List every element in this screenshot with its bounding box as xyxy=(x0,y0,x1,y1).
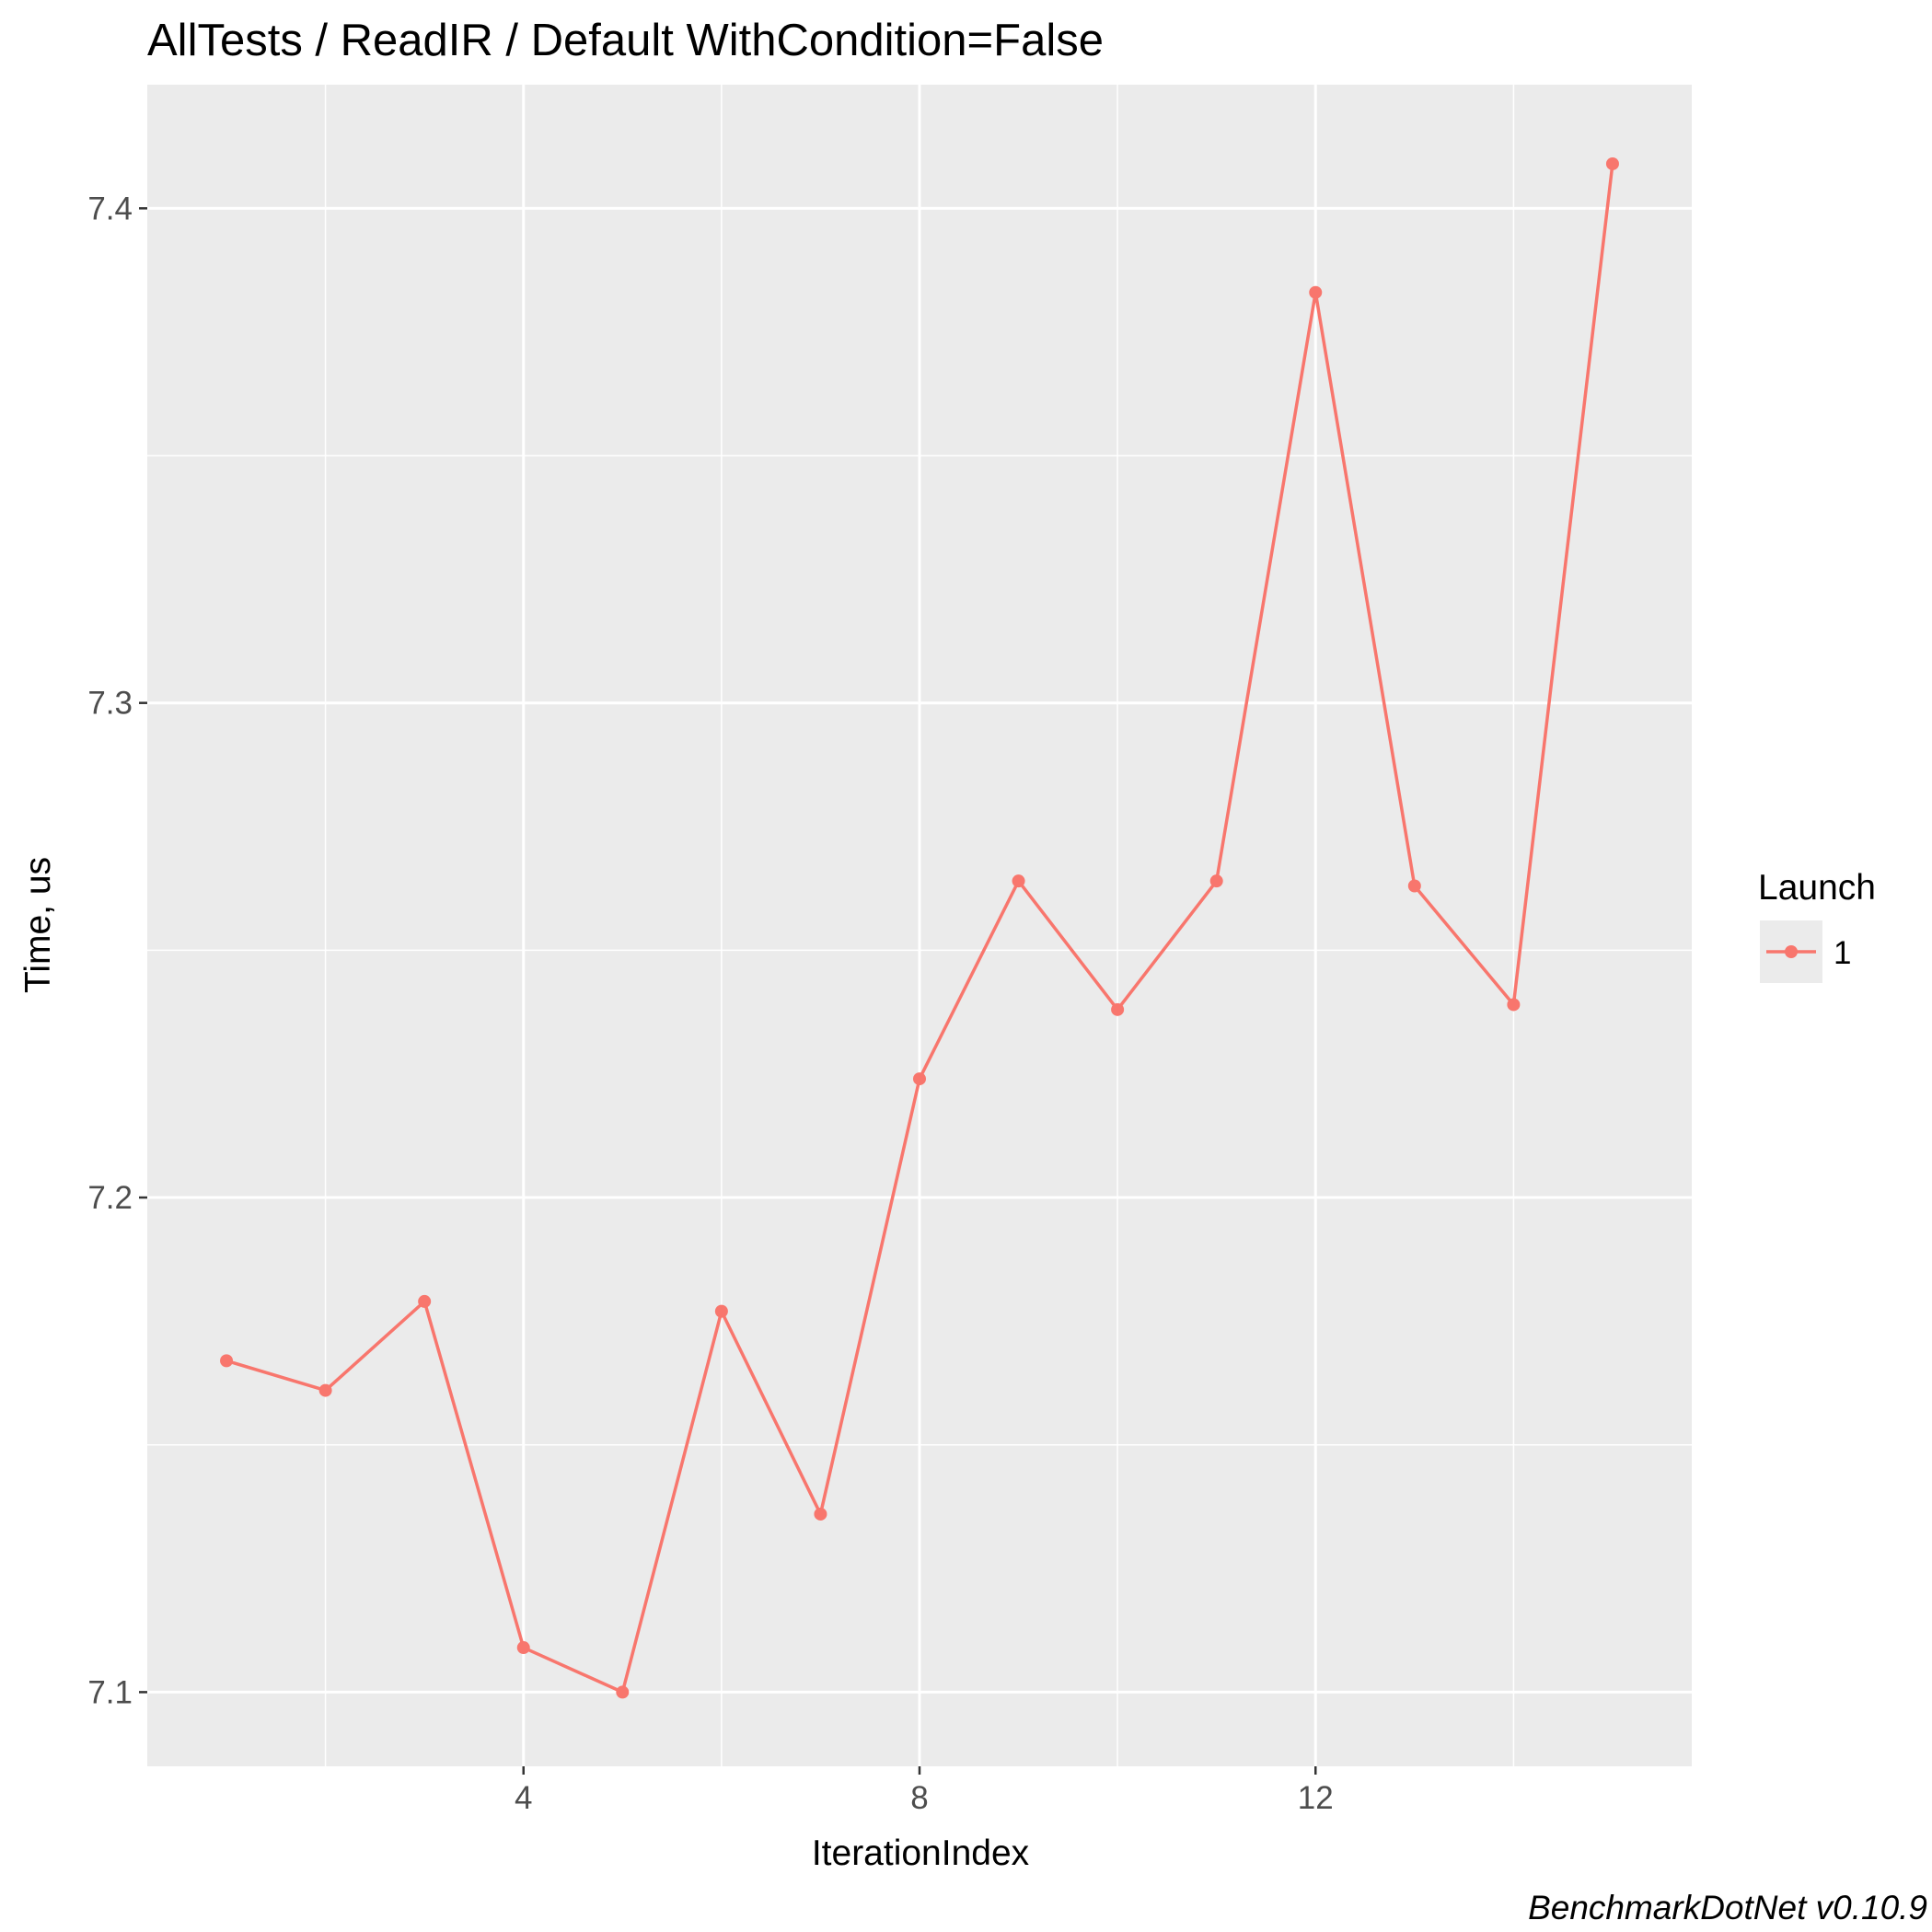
data-point xyxy=(418,1294,432,1308)
x-tick-label: 12 xyxy=(1298,1780,1334,1816)
data-point xyxy=(1407,879,1421,893)
y-axis-title: Time, us xyxy=(18,857,58,993)
data-point xyxy=(1111,1002,1125,1016)
x-tick-label: 8 xyxy=(910,1780,928,1816)
data-point xyxy=(1209,874,1223,888)
series-layer xyxy=(220,156,1619,1699)
legend-title: Launch xyxy=(1758,868,1876,908)
axes: 4 8 12 7.1 7.2 7.3 7.4 xyxy=(87,191,1333,1816)
legend-label-1: 1 xyxy=(1834,935,1851,971)
data-point xyxy=(1012,874,1025,888)
y-tick-label: 7.1 xyxy=(87,1674,133,1710)
x-axis-title: IterationIndex xyxy=(812,1834,1030,1873)
data-point xyxy=(318,1383,332,1397)
data-point xyxy=(1309,285,1323,299)
data-point xyxy=(1507,998,1521,1012)
data-point xyxy=(616,1685,630,1699)
y-tick-label: 7.4 xyxy=(87,191,133,226)
data-point xyxy=(516,1641,530,1655)
caption: BenchmarkDotNet v0.10.9 xyxy=(1528,1889,1927,1926)
data-point xyxy=(220,1354,234,1368)
major-gridlines xyxy=(147,85,1692,1766)
y-tick-label: 7.2 xyxy=(87,1180,133,1216)
data-point xyxy=(814,1507,827,1521)
data-point xyxy=(714,1304,728,1318)
legend: Launch 1 xyxy=(1758,868,1876,983)
x-tick-label: 4 xyxy=(515,1780,532,1816)
data-point xyxy=(913,1072,926,1086)
y-tick-label: 7.3 xyxy=(87,686,133,722)
legend-key-point xyxy=(1785,945,1798,958)
chart-title: AllTests / ReadIR / Default WithConditio… xyxy=(147,16,1104,65)
data-point xyxy=(1605,156,1619,170)
